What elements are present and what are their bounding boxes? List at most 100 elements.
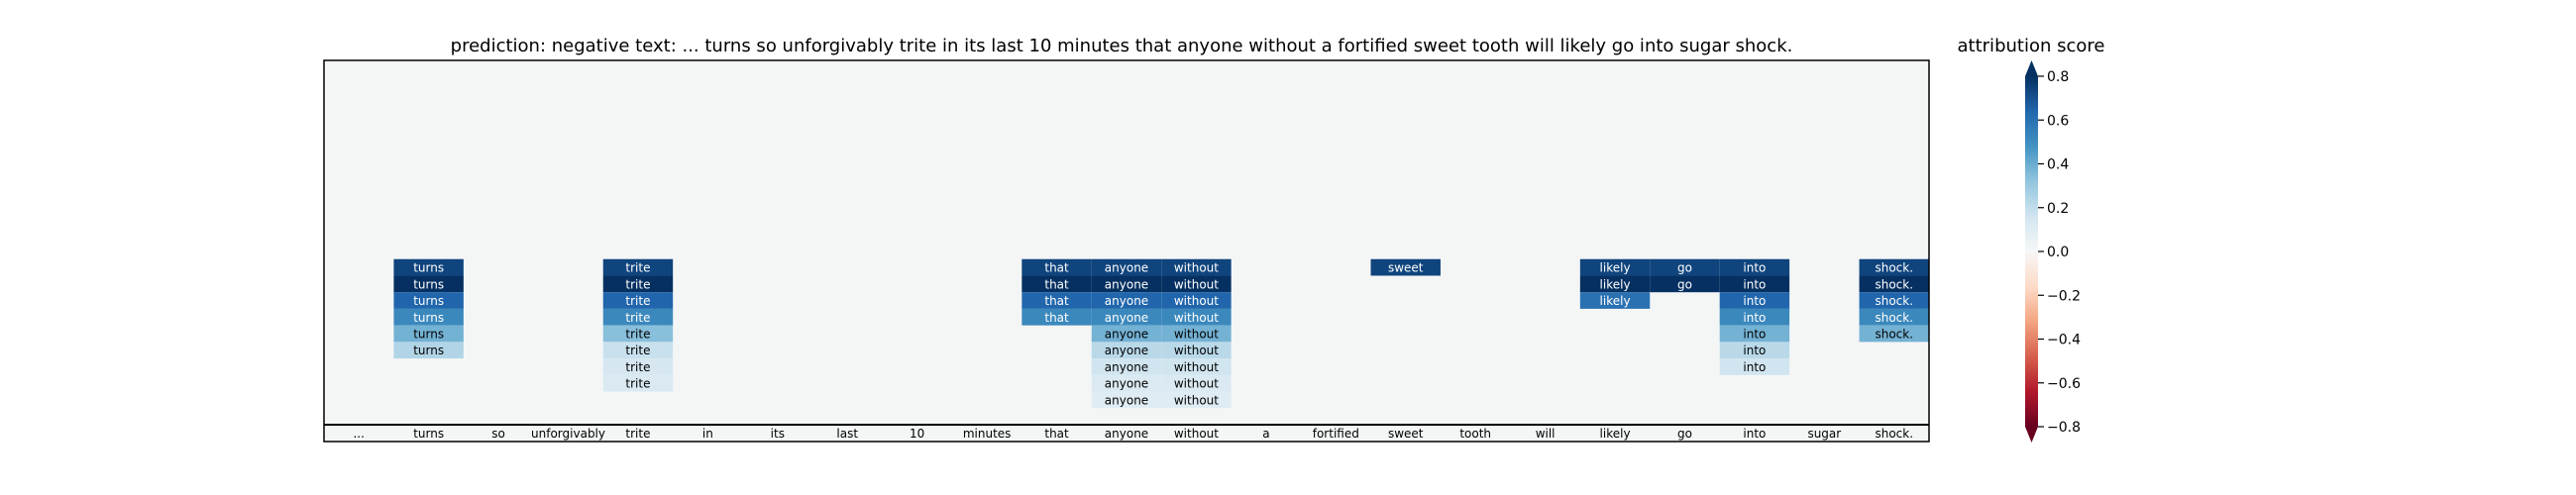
colorbar-tick-label: −0.6 (2047, 376, 2081, 392)
heatmap-cell-label: anyone (1105, 311, 1148, 325)
heatmap-cell (1091, 325, 1162, 343)
colorbar: attribution score −0.8 −0.6 −0.4 −0.2 0.0 0.2… (1958, 36, 2105, 443)
heatmap-cell-label: that (1044, 277, 1069, 291)
heatmap-cell-label: shock. (1875, 261, 1913, 275)
heatmap-cell (1021, 275, 1092, 293)
heatmap-cell (1719, 358, 1790, 375)
heatmap-cell-label: without (1174, 377, 1219, 391)
heatmap-cell-label: anyone (1105, 393, 1148, 407)
colorbar-gradient (2025, 76, 2038, 427)
heatmap-cell (602, 342, 674, 359)
token-label: without (1174, 427, 1219, 441)
token-label: turns (413, 427, 444, 441)
heatmap-cell (1021, 292, 1092, 309)
heatmap-cell-label: trite (625, 328, 650, 342)
token-label: a (1262, 427, 1269, 441)
colorbar-tick-label: 0.2 (2047, 201, 2069, 217)
token-label: so (491, 427, 505, 441)
colorbar-tick-label: −0.4 (2047, 333, 2081, 348)
heatmap-cell-label: turns (413, 261, 444, 275)
colorbar-tick-label: 0.0 (2047, 245, 2069, 260)
heatmap-cell-label: anyone (1105, 360, 1148, 374)
heatmap-cell-label: anyone (1105, 328, 1148, 342)
heatmap-cell-label: likely (1600, 261, 1631, 275)
heatmap-cell (1859, 258, 1929, 276)
heatmap-cell (393, 342, 464, 359)
token-label: sugar (1807, 427, 1841, 441)
heatmap-cell-label: trite (625, 311, 650, 325)
heatmap-cell-label: into (1743, 294, 1766, 308)
heatmap-cell (1091, 342, 1162, 359)
heatmap-cell-label: into (1743, 328, 1766, 342)
heatmap-cell-label: turns (413, 311, 444, 325)
heatmap-cell-label: without (1174, 261, 1219, 275)
heatmap-cell (1650, 275, 1720, 293)
heatmap-cell (602, 325, 674, 343)
heatmap-cell-label: go (1677, 261, 1692, 275)
heatmap-cell (393, 292, 464, 309)
token-label: trite (625, 427, 650, 441)
heatmap-cell-label: shock. (1875, 294, 1913, 308)
heatmap-cell-label: without (1174, 277, 1219, 291)
heatmap-cell (1161, 258, 1232, 276)
heatmap-cell-label: anyone (1105, 294, 1148, 308)
heatmap-cell-label: go (1677, 277, 1692, 291)
heatmap-cell (1719, 292, 1790, 309)
heatmap-cell-label: trite (625, 360, 650, 374)
token-label: last (836, 427, 858, 441)
token-label: anyone (1105, 427, 1148, 441)
token-label: in (702, 427, 713, 441)
heatmap-cell (1859, 275, 1929, 293)
heatmap-cell (1091, 292, 1162, 309)
colorbar-label: attribution score (1958, 36, 2105, 56)
heatmap-cell (1021, 258, 1092, 276)
heatmap-cell (1719, 342, 1790, 359)
heatmap-plot: turns turns turns turns turns turns trite trite… (323, 59, 1930, 443)
heatmap-cell (602, 258, 674, 276)
heatmap-cell (1859, 308, 1929, 326)
heatmap-cell-label: into (1743, 277, 1766, 291)
heatmap-cell-label: trite (625, 344, 650, 357)
heatmap-cell (1719, 275, 1790, 293)
heatmap-cell (1859, 325, 1929, 343)
token-label: 10 (910, 427, 924, 441)
colorbar-top-extension (2025, 60, 2038, 76)
heatmap-cell (602, 275, 674, 293)
token-label: will (1536, 427, 1556, 441)
heatmap-cell-label: shock. (1875, 328, 1913, 342)
token-label: sweet (1388, 427, 1424, 441)
heatmap-cell (602, 308, 674, 326)
heatmap-cells: turns turns turns turns turns turns trite trite… (393, 258, 1929, 409)
heatmap-cell-label: trite (625, 261, 650, 275)
heatmap-cell-label: without (1174, 344, 1219, 357)
heatmap-cell-label: into (1743, 344, 1766, 357)
heatmap-cell (1091, 391, 1162, 409)
token-label: its (771, 427, 785, 441)
colorbar-tick-label: 0.8 (2047, 69, 2069, 85)
heatmap-cell (602, 292, 674, 309)
token-row: ... turns so unforgivably trite in its last 10 mi… (353, 427, 1913, 441)
heatmap-cell-label: without (1174, 360, 1219, 374)
token-label: tooth (1459, 427, 1491, 441)
heatmap-cell (1091, 275, 1162, 293)
heatmap-cell (1161, 325, 1232, 343)
chart-title: prediction: negative text: ... turns so … (451, 36, 1793, 56)
heatmap-cell (1579, 292, 1651, 309)
heatmap-cell (1161, 308, 1232, 326)
heatmap-cell (602, 374, 674, 392)
token-label: likely (1600, 427, 1631, 441)
heatmap-cell (1719, 308, 1790, 326)
heatmap-cell-label: turns (413, 344, 444, 357)
plot-frame (323, 59, 1930, 443)
heatmap-cell (1161, 391, 1232, 409)
token-label: fortified (1313, 427, 1359, 441)
heatmap-cell (1370, 258, 1441, 276)
heatmap-cell (1161, 292, 1232, 309)
heatmap-cell (1719, 258, 1790, 276)
heatmap-cell (1650, 258, 1720, 276)
heatmap-cell-label: shock. (1875, 311, 1913, 325)
heatmap-cell-label: that (1044, 294, 1069, 308)
token-label: ... (353, 427, 364, 441)
token-label: into (1743, 427, 1766, 441)
heatmap-cell (1021, 308, 1092, 326)
